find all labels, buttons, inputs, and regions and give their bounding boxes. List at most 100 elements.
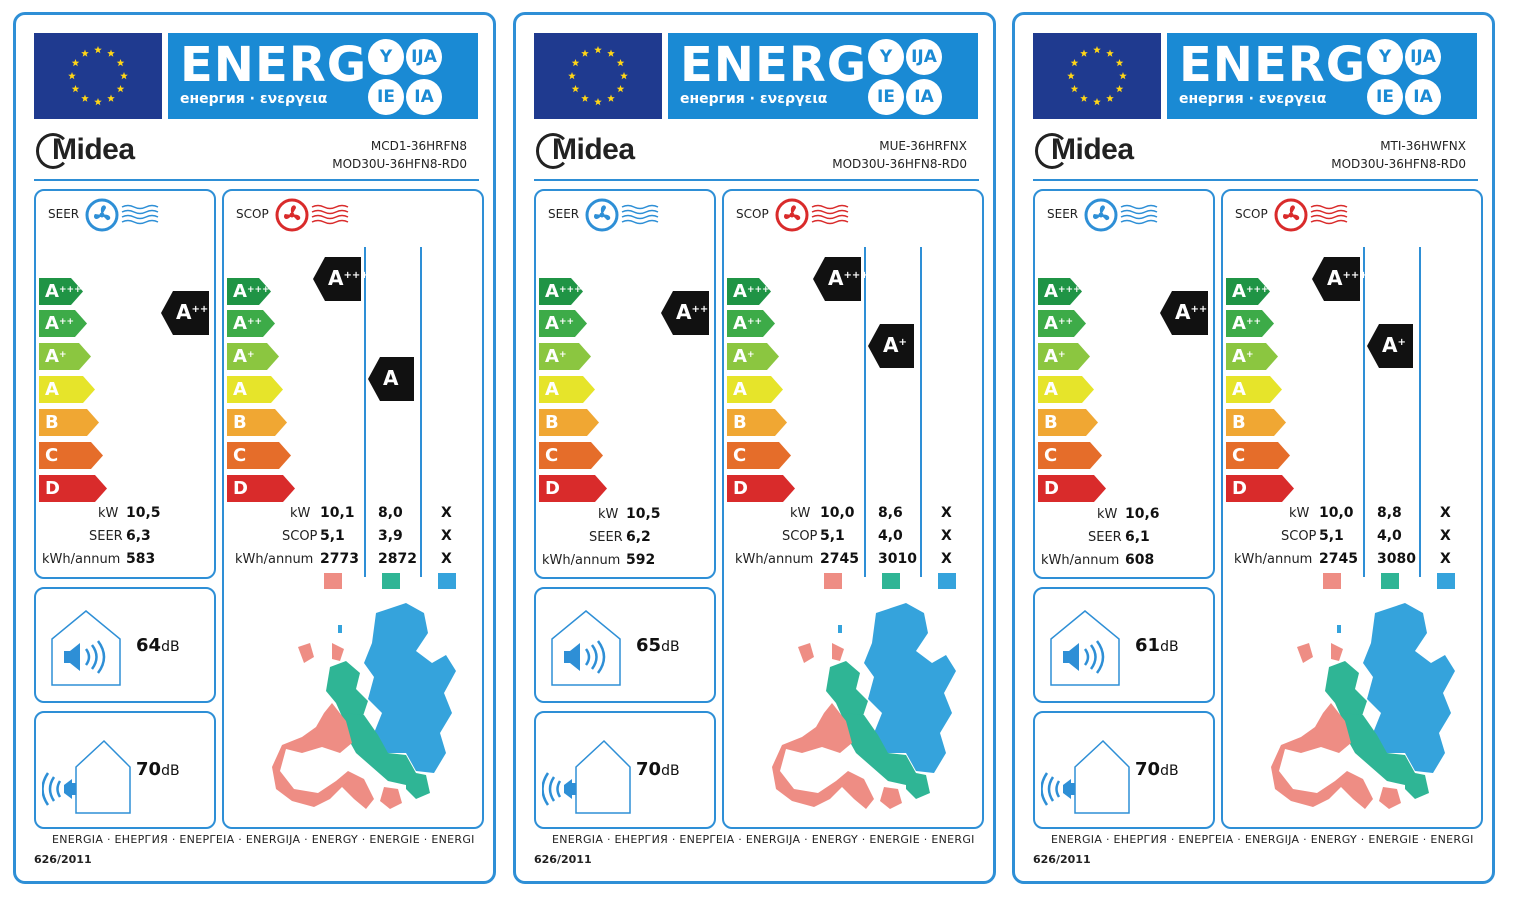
outdoor-house-speaker-icon (41, 735, 132, 819)
scop-class-plus: + (1245, 350, 1254, 360)
scop-class-bar: D (227, 475, 295, 502)
energy-languages-footer: ENERGIA · ЕНЕРГИЯ · ΕΝΕΡΓΕΙΑ · ENERGIJA … (1051, 833, 1474, 846)
scop-class-letter: A (1232, 379, 1246, 400)
seer-class-letter: A (1044, 379, 1058, 400)
cooling-fan-icon (84, 197, 168, 237)
eu-flag (534, 33, 662, 119)
seer-kwh-label: kWh/annum (42, 552, 121, 567)
seer-class-bar: B (39, 409, 99, 436)
scop-class-bar: C (727, 442, 791, 469)
scop-class-letter: A++ (733, 313, 763, 334)
seer-class-letter: B (545, 412, 559, 433)
scop-kwh-col3: X (1440, 551, 1451, 567)
energy-banner: ENERG енергия · ενεργεια Y IJA IE IA (168, 33, 478, 119)
seer-class-letter: A (545, 379, 559, 400)
seer-class-plus: +++ (558, 285, 582, 295)
scop-class-letter: C (1232, 445, 1246, 466)
energy-circle-1: Y (868, 39, 904, 75)
outdoor-noise-value: 70 (636, 759, 662, 780)
energy-languages-footer: ENERGIA · ЕНЕРГИЯ · ΕΝΕΡΓΕΙΑ · ENERGIJA … (552, 833, 975, 846)
seer-rating-indicator-plus: ++ (191, 304, 209, 315)
scop-kw-col3: X (1440, 505, 1451, 521)
scop-class-plus: +++ (1245, 285, 1269, 295)
seer-kwh-value: 583 (126, 551, 156, 567)
scop-rating-indicator-average-plus: + (898, 337, 907, 348)
scop-class-plus: ++ (746, 317, 763, 327)
scop-rating-indicator-average: A+ (868, 324, 914, 368)
climate-zone-swatch-2 (382, 573, 400, 589)
indoor-noise-panel: 65dB (534, 587, 716, 703)
seer-class-letter: A+++ (45, 281, 82, 302)
seer-class-bar: B (539, 409, 599, 436)
seer-class-plus: + (1057, 350, 1066, 360)
scop-class-letter: C (733, 445, 747, 466)
scop-class-bar: A (727, 376, 783, 403)
heating-fan-icon (774, 197, 858, 237)
scop-class-plus: + (246, 350, 255, 360)
seer-class-plus: + (558, 350, 567, 360)
energy-circle-2: IJA (1405, 39, 1441, 75)
scop-kwh-col2: 3080 (1377, 551, 1416, 567)
regulation-number: 626/2011 (34, 853, 92, 866)
scop-class-bar: A++ (727, 310, 775, 337)
seer-panel: SEER (534, 189, 716, 579)
seer-class-plus: +++ (58, 285, 82, 295)
scop-class-bar: A+ (727, 343, 779, 370)
scop-class-bar: A++ (1226, 310, 1274, 337)
outdoor-noise-level: 70dB (136, 759, 180, 780)
energy-label-1: ENERG енергия · ενεργεια Y IJA IE IA Midea MCD1… (13, 12, 496, 884)
scop-rating-indicator-average-text: A+ (1382, 331, 1406, 359)
indoor-noise-unit: dB (1160, 639, 1179, 655)
seer-class-letter: A+++ (1044, 281, 1081, 302)
seer-class-bar: A (1038, 376, 1094, 403)
seer-kwh-label: kWh/annum (542, 553, 621, 568)
energy-circle-3: IE (868, 79, 904, 115)
climate-zone-swatch-2 (1381, 573, 1399, 589)
scop-value-col1: 5,1 (320, 528, 345, 544)
scop-class-bar: D (727, 475, 795, 502)
seer-class-bar: A++ (539, 310, 587, 337)
scop-class-letter: A+ (733, 346, 755, 367)
scop-rating-indicator-average: A+ (1367, 324, 1413, 368)
seer-class-letter: A++ (1044, 313, 1074, 334)
scop-class-bar: B (727, 409, 787, 436)
energy-heading: ENERG (180, 37, 368, 93)
indoor-noise-level: 65dB (636, 635, 680, 656)
energy-languages-footer: ENERGIA · ЕНЕРГИЯ · ΕΝΕΡΓΕΙΑ · ENERGIJA … (52, 833, 475, 846)
seer-class-letter: A++ (45, 313, 75, 334)
seer-class-bar: D (1038, 475, 1106, 502)
seer-class-bar: C (539, 442, 603, 469)
climate-zone-swatch-1 (324, 573, 342, 589)
seer-class-letter: D (45, 478, 60, 499)
header-divider (534, 179, 979, 181)
scop-column-divider-1 (1363, 247, 1365, 577)
brand-logo-swoosh (1035, 133, 1069, 169)
scop-kwh-label: kWh/annum (735, 552, 814, 567)
seer-value-label: SEER (1088, 530, 1122, 545)
scop-rating-indicator-average-text: A (383, 364, 398, 392)
scop-rating-indicator-average-text: A+ (883, 331, 907, 359)
brand-logo: Midea (1051, 133, 1134, 166)
seer-kw-label: kW (598, 507, 619, 522)
energy-circle-3: IE (368, 79, 404, 115)
seer-class-letter: A+ (45, 346, 67, 367)
scop-value-col3: X (941, 528, 952, 544)
seer-rating-indicator: A++ (1160, 291, 1208, 335)
scop-class-bar: A+++ (1226, 278, 1270, 305)
scop-rating-indicator-average-plus: + (1397, 337, 1406, 348)
scop-kw-label: kW (290, 506, 311, 521)
climate-zone-swatch-3 (438, 573, 456, 589)
scop-kw-label: kW (790, 506, 811, 521)
scop-class-bar: D (1226, 475, 1294, 502)
indoor-house-speaker-icon (546, 607, 636, 691)
scop-rating-indicator-warm-text: A+++ (1327, 264, 1368, 292)
seer-value-label: SEER (89, 529, 123, 544)
model-indoor: MCD1-36HRFN8 (370, 139, 467, 153)
scop-rating-indicator-average: A (368, 357, 414, 401)
scop-rating-indicator-warm: A+++ (813, 257, 869, 301)
scop-title: SCOP (736, 207, 769, 221)
scop-rating-indicator-warm-text: A+++ (828, 264, 869, 292)
seer-class-plus: +++ (1057, 285, 1081, 295)
scop-value-col1: 5,1 (820, 528, 845, 544)
scop-kwh-col1: 2745 (820, 551, 859, 567)
